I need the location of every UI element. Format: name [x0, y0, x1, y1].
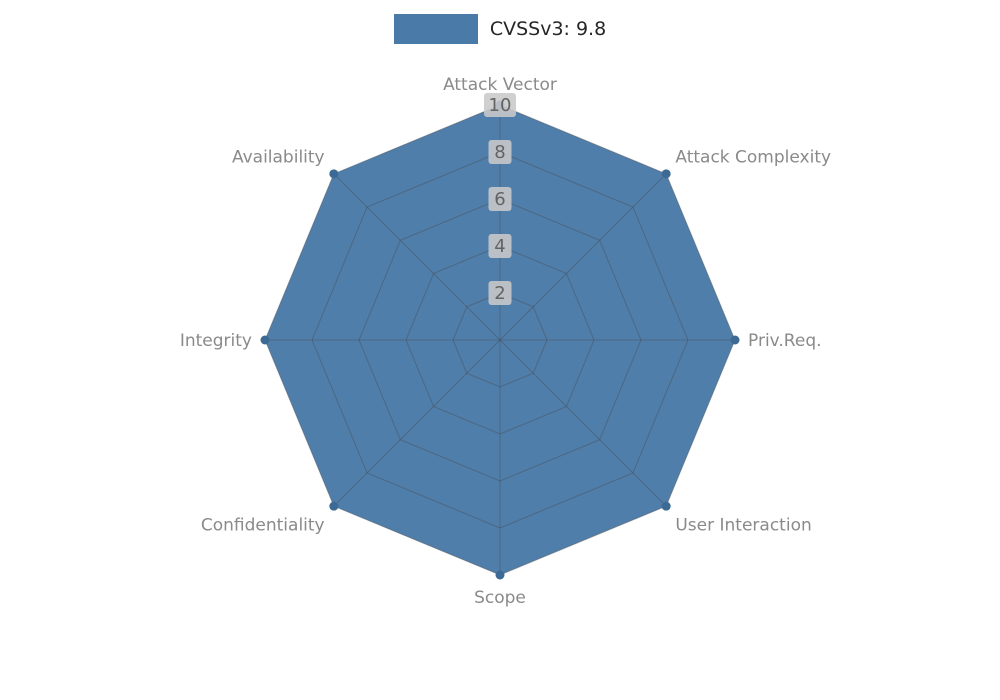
- legend-swatch: [393, 14, 478, 44]
- grid-spoke: [499, 173, 667, 341]
- grid-spoke: [499, 339, 667, 507]
- axis-label: Integrity: [180, 331, 252, 351]
- tick-label: 4: [494, 236, 505, 257]
- axis-label: Confidentiality: [201, 515, 325, 535]
- tick-label-box: [488, 187, 512, 211]
- grid-spoke: [333, 339, 501, 507]
- grid-spoke: [333, 173, 501, 341]
- tick-label-box: [488, 234, 512, 258]
- radar-fill-area: [265, 105, 735, 575]
- tick-label: 8: [494, 142, 505, 163]
- grid-ring: [358, 198, 642, 482]
- grid-ring: [405, 245, 595, 435]
- axis-label: Attack Complexity: [675, 148, 831, 168]
- legend-label: CVSSv3: 9.8: [489, 18, 607, 40]
- grid-ring: [311, 151, 689, 529]
- tick-label: 2: [494, 283, 505, 304]
- data-point-marker: [260, 335, 270, 345]
- tick-label-box: [488, 281, 512, 305]
- data-point-marker: [495, 570, 505, 580]
- data-point-marker: [730, 335, 740, 345]
- data-point-marker: [329, 169, 339, 179]
- legend: CVSSv3: 9.8: [0, 14, 1000, 44]
- axis-label: Priv.Req.: [748, 331, 822, 351]
- axis-label: User Interaction: [675, 515, 811, 535]
- tick-label: 6: [494, 189, 505, 210]
- data-point-marker: [329, 501, 339, 511]
- axis-label: Attack Vector: [443, 75, 557, 95]
- axis-label: Availability: [232, 148, 325, 168]
- data-point-marker: [661, 169, 671, 179]
- grid-ring: [452, 292, 548, 388]
- tick-label: 10: [489, 95, 512, 116]
- axis-label: Scope: [474, 588, 526, 608]
- data-point-marker: [661, 501, 671, 511]
- tick-label-box: [488, 140, 512, 164]
- tick-label-box: [484, 93, 516, 117]
